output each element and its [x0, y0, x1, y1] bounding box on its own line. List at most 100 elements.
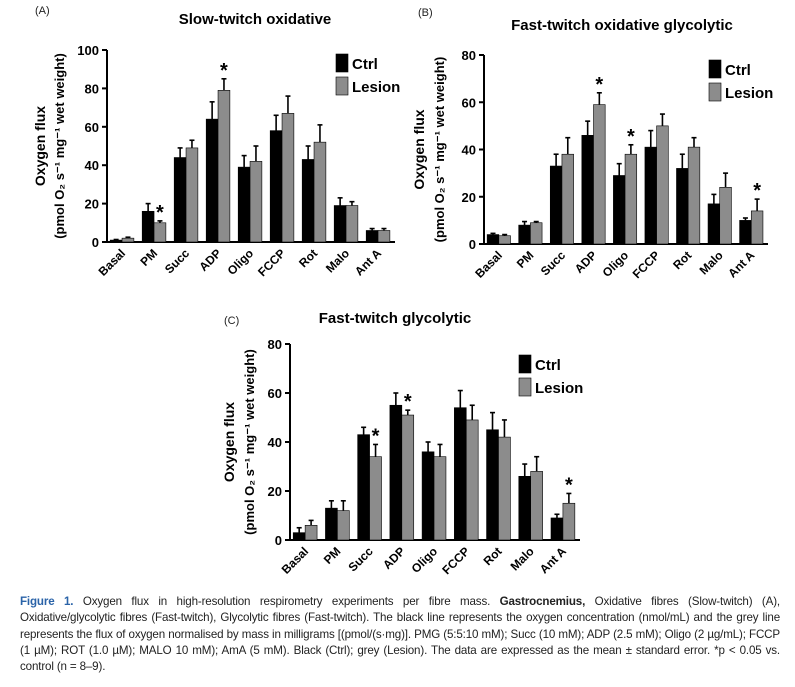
x-tick-label: ADP [196, 246, 224, 274]
bar-ctrl [739, 220, 752, 245]
y-tick-label: 80 [268, 337, 282, 352]
x-tick-label: PM [514, 248, 537, 271]
bar-lesion [281, 113, 295, 243]
y-tick-label: 20 [462, 190, 476, 205]
x-tick-label: Ant A [725, 248, 757, 280]
bar-ctrl [389, 404, 403, 541]
legend-label: Ctrl [725, 62, 751, 79]
x-tick-label: ADP [380, 544, 408, 572]
bar-ctrl [486, 234, 500, 245]
bar-lesion [369, 456, 382, 541]
significance-marker: * [372, 425, 380, 447]
x-tick-label: FCCP [630, 248, 663, 281]
x-tick-label: Rot [296, 246, 320, 270]
bar-ctrl [518, 224, 531, 245]
bar-ctrl [486, 429, 499, 541]
x-tick-label: FCCP [439, 544, 472, 577]
x-tick-label: Ant A [537, 544, 569, 576]
bar-ctrl [357, 434, 370, 541]
y-tick-label: 60 [85, 120, 99, 135]
y-tick-label: 60 [268, 386, 282, 401]
legend-swatch [335, 53, 349, 73]
panel-label: (C) [224, 315, 239, 327]
significance-marker: * [753, 180, 761, 202]
bar-lesion [185, 147, 199, 243]
figure-caption: Figure 1. Oxygen flux in high-resolution… [20, 594, 780, 675]
bar-lesion [121, 237, 135, 243]
significance-marker: * [404, 391, 412, 413]
bar-lesion [337, 510, 350, 541]
significance-marker: * [627, 126, 635, 148]
bar-ctrl [613, 175, 626, 245]
bar-lesion [593, 104, 606, 245]
y-axis-label-units: (pmol O₂ s⁻¹ mg⁻¹ wet weight) [242, 349, 257, 535]
bar-lesion [249, 161, 263, 243]
x-tick-label: Oligo [600, 248, 632, 280]
x-tick-label: Basal [279, 544, 312, 577]
x-tick-label: Oligo [409, 544, 441, 576]
bar-lesion [313, 141, 327, 243]
y-axis-label: Oxygen flux [32, 106, 48, 186]
bar-ctrl [333, 205, 347, 243]
bar-lesion [498, 436, 511, 541]
x-tick-label: Basal [472, 248, 505, 281]
bar-lesion [656, 125, 669, 245]
chart-title: Fast-twitch oxidative glycolytic [511, 17, 733, 34]
x-tick-label: Oligo [225, 246, 257, 278]
panel-label: (A) [35, 5, 50, 17]
x-tick-label: Ant A [352, 246, 384, 278]
bar-ctrl [269, 130, 283, 243]
legend-swatch [518, 377, 532, 397]
bar-ctrl [421, 451, 435, 541]
y-tick-label: 40 [268, 435, 282, 450]
x-tick-label: Malo [508, 544, 537, 573]
significance-marker: * [220, 60, 228, 82]
x-tick-label: Basal [96, 246, 129, 279]
chart-panel-b: (B) Fast-twitch oxidative glycolytic Oxyge… [411, 7, 773, 281]
x-tick-label: Succ [538, 248, 568, 278]
figure: (A) Slow-twitch oxidative Oxygen flux (pmol… [32, 5, 773, 577]
legend-swatch [708, 82, 722, 102]
y-tick-label: 100 [77, 43, 99, 58]
y-axis-label-units: (pmol O₂ s⁻¹ mg⁻¹ wet weight) [52, 53, 67, 239]
x-tick-label: ADP [572, 248, 600, 276]
bar-ctrl [644, 146, 657, 245]
chart-panel-c: (C) Fast-twitch glycolytic Oxygen flux (pmo… [221, 310, 583, 577]
legend-label: Lesion [535, 380, 583, 397]
bar-lesion [304, 524, 318, 541]
bar-ctrl [454, 407, 467, 541]
chart-title: Slow-twitch oxidative [179, 11, 332, 28]
x-tick-label: Rot [670, 248, 694, 272]
chart-panel-a: (A) Slow-twitch oxidative Oxygen flux (pmol… [32, 5, 400, 279]
x-tick-label: Succ [346, 544, 376, 574]
legend-label: Ctrl [352, 56, 378, 73]
bar-ctrl [581, 135, 594, 245]
bar-ctrl [301, 159, 315, 243]
x-tick-label: FCCP [255, 246, 288, 279]
legend-swatch [518, 354, 532, 374]
bar-ctrl [109, 239, 123, 243]
bar-lesion [530, 222, 543, 245]
caption-text-1: Oxygen flux in high-resolution respirome… [73, 595, 500, 608]
bar-ctrl [237, 166, 251, 243]
bar-ctrl [676, 168, 689, 245]
significance-marker: * [595, 74, 603, 96]
y-tick-label: 40 [85, 158, 99, 173]
bar-ctrl [549, 165, 563, 245]
bar-lesion [153, 222, 167, 243]
bar-ctrl [518, 475, 531, 541]
x-tick-label: Rot [481, 544, 505, 568]
bar-lesion [562, 502, 576, 541]
chart-title: Fast-twitch glycolytic [319, 310, 472, 327]
x-tick-label: Succ [162, 246, 192, 276]
bar-lesion [345, 205, 359, 243]
bar-ctrl [550, 517, 564, 541]
bar-lesion [624, 153, 638, 245]
y-axis-label: Oxygen flux [221, 402, 237, 482]
legend-label: Ctrl [535, 357, 561, 374]
bar-lesion [401, 414, 415, 541]
bar-ctrl [141, 210, 155, 243]
y-tick-label: 0 [92, 235, 99, 250]
bar-lesion [687, 146, 701, 245]
y-tick-label: 80 [462, 48, 476, 63]
